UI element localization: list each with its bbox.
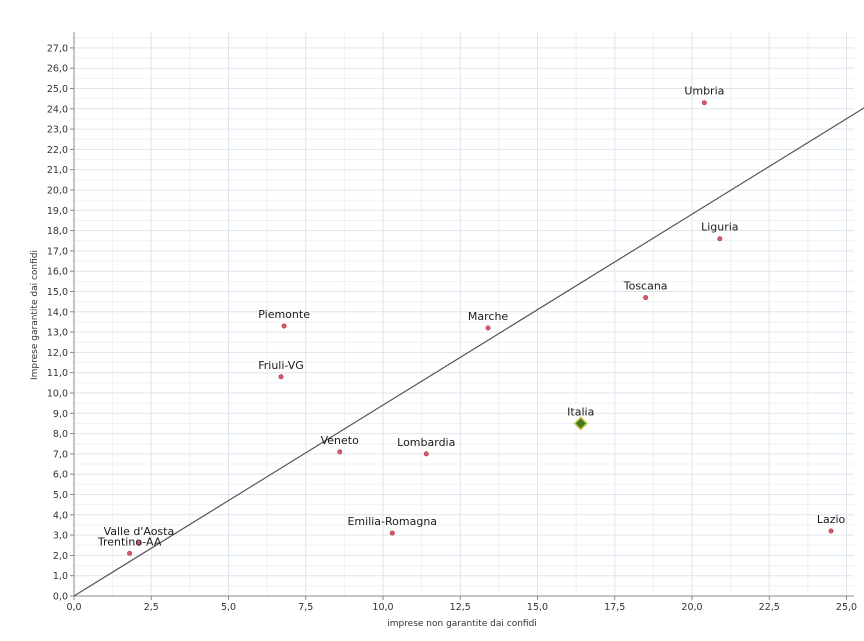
y-tick-label: 21,0	[47, 165, 68, 176]
x-tick-labels: 0,0 2,5 5,0 7,5 10,0 12,5 15,0 17,5 20,0 22,5 25,0…	[66, 602, 857, 613]
y-axis-title: Imprese garantite dai confidi	[30, 250, 40, 380]
y-tick-label: 18,0	[47, 226, 68, 237]
data-label: Lombardia	[397, 436, 455, 449]
x-tick-label: 0,0	[66, 602, 81, 613]
y-tick-label: 22,0	[47, 145, 68, 156]
y-tick-label: 27,0	[47, 43, 68, 54]
diagonal-line	[73, 107, 864, 597]
x-tick-label: 15,0	[527, 602, 548, 613]
data-point	[281, 323, 287, 329]
y-tick-label: 23,0	[47, 125, 68, 136]
y-tick-label: 9,0	[53, 409, 68, 420]
y-tick-label: 5,0	[53, 490, 68, 501]
x-tick-label: 20,0	[681, 602, 702, 613]
data-label: Lazio	[817, 513, 846, 526]
x-axis-title: imprese non garantite dai confidi	[387, 619, 537, 629]
x-tick-label: 22,5	[759, 602, 780, 613]
axes	[70, 32, 854, 600]
data-label: Piemonte	[258, 308, 310, 321]
y-tick-label: 1,0	[53, 571, 68, 582]
y-tick-label: 25,0	[47, 84, 68, 95]
y-tick-label: 8,0	[53, 429, 68, 440]
y-tick-label: 4,0	[53, 510, 68, 521]
data-label: Friuli-VG	[258, 359, 304, 372]
x-tick-label: 17,5	[604, 602, 625, 613]
data-point	[278, 374, 284, 380]
y-tick-label: 26,0	[47, 64, 68, 75]
y-tick-label: 20,0	[47, 186, 68, 197]
y-tick-label: 13,0	[47, 328, 68, 339]
data-label: Veneto	[321, 434, 359, 447]
y-tick-label: 10,0	[47, 389, 68, 400]
data-label: Marche	[468, 310, 509, 323]
data-label: Toscana	[623, 280, 668, 293]
data-point	[127, 550, 133, 556]
y-tick-label: 12,0	[47, 348, 68, 359]
reference-line	[73, 107, 864, 597]
data-label: Emilia-Romagna	[347, 515, 437, 528]
data-label: Valle d'Aosta	[104, 525, 175, 538]
data-point-highlight	[573, 416, 588, 431]
y-tick-label: 2,0	[53, 551, 68, 562]
data-point	[337, 449, 343, 455]
data-point	[701, 100, 707, 106]
y-tick-label: 24,0	[47, 104, 68, 115]
x-tick-label: 5,0	[221, 602, 236, 613]
data-label: Trentino-AA	[97, 535, 162, 548]
data-label: Umbria	[684, 85, 724, 98]
y-tick-label: 6,0	[53, 470, 68, 481]
y-tick-label: 7,0	[53, 449, 68, 460]
data-point	[423, 451, 429, 457]
data-point	[717, 236, 723, 242]
data-point	[389, 530, 395, 536]
x-tick-label: 7,5	[298, 602, 313, 613]
y-tick-label: 14,0	[47, 307, 68, 318]
x-tick-label: 10,0	[372, 602, 393, 613]
x-tick-label: 2,5	[144, 602, 159, 613]
x-tick-label: 25,0	[836, 602, 857, 613]
x-tick-label: 12,5	[450, 602, 471, 613]
grid-lines	[73, 32, 854, 597]
y-tick-label: 11,0	[47, 368, 68, 379]
data-points: CalabriaSiciliaUmbriaBasilicataLiguriaPu…	[97, 85, 846, 556]
y-tick-label: 15,0	[47, 287, 68, 298]
data-point	[828, 528, 834, 534]
y-tick-labels: 0,0 1,0 2,0 3,0 4,0 5,0 6,0 7,0 8,0 9,0 10,0 11,0 12…	[47, 43, 68, 602]
data-label: Liguria	[701, 221, 738, 234]
y-tick-label: 0,0	[53, 592, 68, 603]
y-tick-label: 3,0	[53, 531, 68, 542]
y-tick-label: 19,0	[47, 206, 68, 217]
y-tick-label: 17,0	[47, 246, 68, 257]
data-point	[136, 540, 142, 546]
data-point	[485, 325, 491, 331]
data-point	[643, 295, 649, 301]
data-label: Italia	[567, 405, 594, 418]
y-tick-label: 16,0	[47, 267, 68, 278]
